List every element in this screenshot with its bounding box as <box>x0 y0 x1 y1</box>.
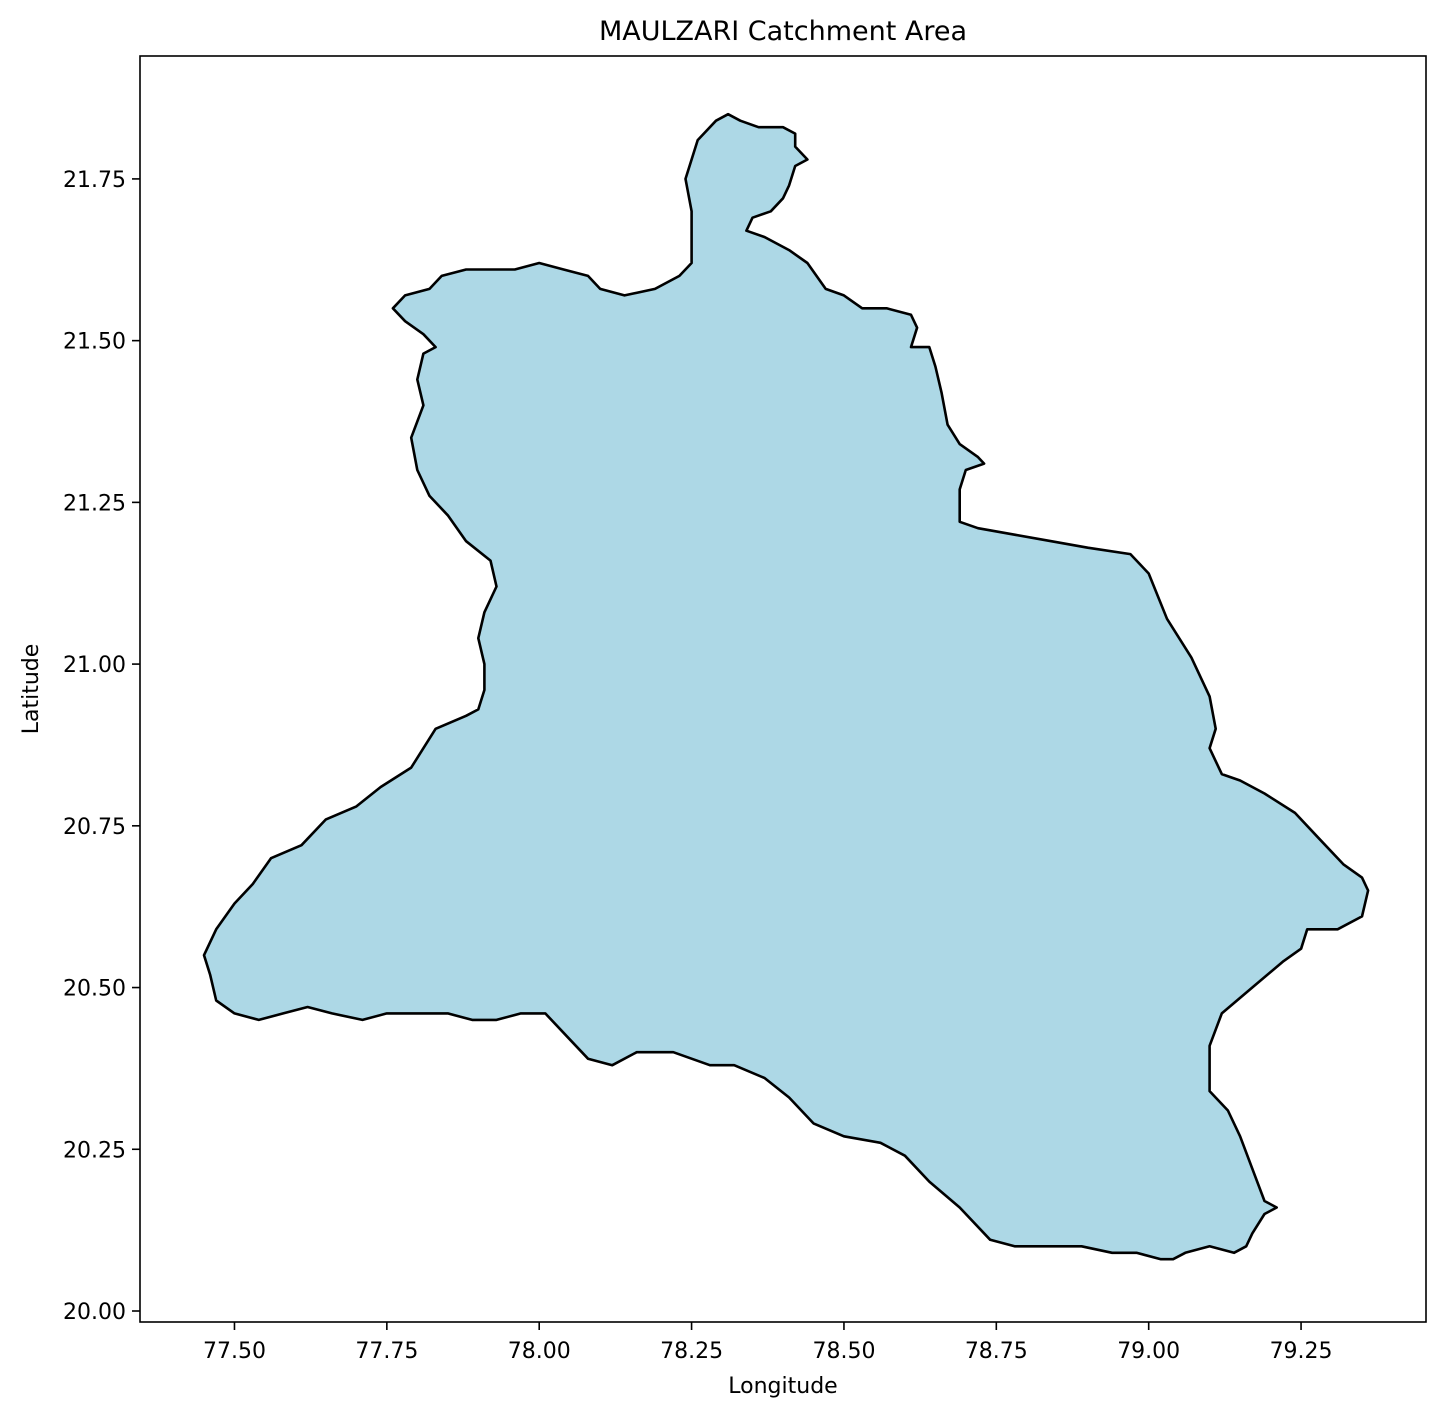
y-axis-label: Latitude <box>19 644 44 735</box>
chart-title: MAULZARI Catchment Area <box>599 16 967 47</box>
y-axis-ticks: 20.00 20.25 20.50 20.75 21.00 21.25 21.50 21.75 <box>63 168 140 1325</box>
x-axis-label: Longitude <box>728 1374 837 1399</box>
y-tick-label: 21.75 <box>63 168 126 193</box>
x-tick-label: 77.50 <box>203 1339 266 1364</box>
axes-frame <box>139 55 1427 1323</box>
plot-area <box>202 112 1370 1261</box>
x-axis-ticks: 77.50 77.75 78.00 78.25 78.50 78.75 79.00 79.25 <box>203 1322 1333 1364</box>
catchment-area-polygon <box>202 112 1370 1261</box>
x-tick-label: 78.00 <box>508 1339 571 1364</box>
x-tick-label: 78.50 <box>812 1339 875 1364</box>
y-tick-label: 21.25 <box>63 491 126 516</box>
y-tick-label: 20.75 <box>63 815 126 840</box>
y-tick-label: 20.25 <box>63 1138 126 1163</box>
y-tick-label: 20.50 <box>63 977 126 1002</box>
y-tick-label: 21.00 <box>63 653 126 678</box>
x-tick-label: 78.75 <box>965 1339 1028 1364</box>
x-tick-label: 78.25 <box>660 1339 723 1364</box>
x-tick-label: 79.25 <box>1270 1339 1333 1364</box>
y-tick-label: 20.00 <box>63 1300 126 1325</box>
x-tick-label: 79.00 <box>1117 1339 1180 1364</box>
y-tick-label: 21.50 <box>63 330 126 355</box>
x-tick-label: 77.75 <box>355 1339 418 1364</box>
